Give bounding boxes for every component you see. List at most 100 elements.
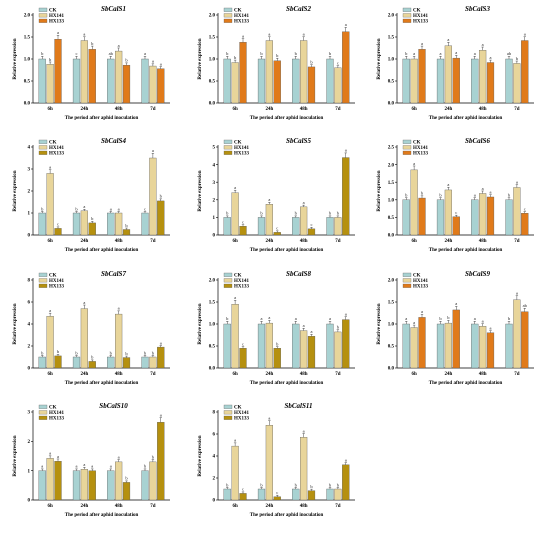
x-tick-label: 7d: [150, 239, 156, 244]
x-tick-label: 24h: [265, 107, 273, 112]
x-tick-label: 7d: [335, 107, 341, 112]
x-tick-label: 6h: [411, 239, 417, 244]
bar: [38, 356, 46, 369]
bar: [149, 461, 157, 501]
bar: [257, 488, 266, 501]
significance-letter: c: [242, 487, 244, 492]
bar: [88, 222, 96, 236]
significance-letter: a: [83, 300, 85, 305]
y-tick-label: 0.5: [209, 345, 216, 350]
x-tick-label: 24h: [444, 372, 452, 377]
x-axis-label: The period after aphid inoculation: [250, 116, 324, 121]
significance-letter: a: [260, 316, 262, 321]
bar: [521, 213, 529, 236]
y-axis-label: Relative expression: [377, 170, 382, 211]
y-tick-label: 2.0: [388, 279, 395, 284]
significance-letter: a: [49, 451, 51, 456]
y-tick-label: 0.0: [388, 234, 395, 239]
bar: [149, 157, 157, 236]
significance-letter: a: [474, 316, 476, 321]
significance-letter: b: [226, 51, 229, 56]
significance-letter: b: [310, 60, 313, 65]
bar: [157, 422, 165, 501]
x-tick-label: 48h: [300, 504, 308, 509]
y-axis-label: Relative expression: [13, 303, 18, 344]
legend-label: CK: [234, 9, 242, 14]
significance-letter: a: [311, 329, 313, 334]
y-tick-label: 1: [28, 212, 31, 217]
bar: [292, 58, 300, 104]
bar: [292, 217, 300, 236]
legend-swatch: [402, 139, 412, 144]
bar: [72, 470, 81, 501]
legend-label: CK: [49, 141, 57, 146]
y-tick-label: 1.0: [209, 323, 216, 328]
legend-swatch: [402, 13, 412, 18]
legend-swatch: [223, 7, 233, 12]
significance-letter: b: [329, 51, 332, 56]
y-tick-label: 1.5: [24, 36, 31, 41]
bar: [115, 212, 123, 236]
chart-panel-3: SbCalS3 0.0 0.5 1.0 1.5 2.0 Relative expressio…: [377, 5, 534, 121]
y-tick-label: 8: [213, 411, 216, 416]
y-tick-label: 2: [28, 345, 31, 350]
y-tick-label: 0.0: [209, 367, 216, 372]
x-axis-label: The period after aphid inoculation: [65, 381, 139, 386]
x-axis-label: The period after aphid inoculation: [65, 116, 139, 121]
x-tick-label: 6h: [232, 239, 238, 244]
significance-letter: a: [490, 325, 492, 330]
x-tick-label: 24h: [80, 504, 88, 509]
legend-swatch: [38, 415, 48, 420]
significance-letter: a: [455, 301, 457, 306]
x-tick-label: 48h: [479, 107, 487, 112]
y-tick-label: 3: [28, 168, 31, 173]
significance-letter: b: [508, 316, 511, 321]
y-axis-label: Relative expression: [377, 38, 382, 79]
legend-label: HX133: [49, 417, 65, 422]
chart-title: SbCalS4: [101, 137, 126, 145]
significance-letter: a: [268, 32, 270, 37]
y-tick-label: 1.0: [388, 323, 395, 328]
bar: [513, 63, 521, 104]
legend-label: HX133: [234, 20, 250, 25]
significance-letter: a: [405, 316, 407, 321]
x-tick-label: 6h: [47, 372, 53, 377]
chart-panel-11: SbCalS11 0 2 4 6 8 Relative expression b a c 6h b a c…: [198, 402, 355, 518]
y-tick-label: 2.0: [388, 163, 395, 168]
bar: [231, 62, 239, 104]
y-tick-label: 2.0: [24, 14, 31, 19]
legend-swatch: [223, 139, 233, 144]
significance-letter: a: [118, 306, 120, 311]
bar: [273, 496, 281, 501]
y-tick-label: 4: [28, 146, 31, 151]
significance-letter: b: [516, 56, 519, 61]
significance-letter: c: [144, 206, 146, 211]
legend-label: CK: [49, 406, 57, 411]
significance-letter: b: [41, 206, 44, 211]
x-tick-label: 7d: [150, 372, 156, 377]
legend-swatch: [38, 139, 48, 144]
significance-letter: b: [234, 55, 237, 60]
legend-swatch: [402, 150, 412, 155]
significance-letter: c: [242, 342, 244, 347]
legend-swatch: [223, 404, 233, 409]
legend-label: CK: [49, 9, 57, 14]
bar: [471, 199, 479, 236]
significance-letter: b: [337, 211, 340, 216]
bar: [157, 200, 165, 236]
chart-title: SbCalS9: [465, 270, 490, 278]
bar: [107, 470, 115, 501]
legend-swatch: [402, 7, 412, 12]
bar: [231, 445, 239, 501]
bar: [257, 323, 266, 369]
y-tick-label: 2: [213, 477, 216, 482]
bar: [122, 64, 131, 104]
y-tick-label: 4: [213, 455, 216, 460]
bar: [107, 212, 115, 236]
legend-label: HX141: [234, 14, 250, 19]
y-tick-label: 0: [213, 499, 216, 504]
chart-panel-6: SbCalS6 0.0 0.5 1.0 1.5 2.0 2.5 Relative expres…: [377, 137, 534, 253]
significance-letter: a: [57, 30, 59, 35]
